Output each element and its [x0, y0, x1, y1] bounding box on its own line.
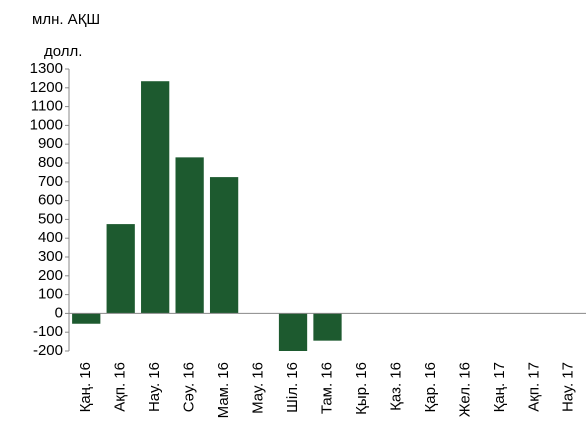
x-tick-label: Қыр. 16	[353, 362, 370, 415]
bar	[209, 177, 239, 314]
x-tick-label: Қаң. 17	[491, 362, 508, 412]
x-tick-label: Қаң. 16	[77, 362, 94, 412]
y-tick-label: 800	[38, 154, 63, 171]
y-tick-label: 200	[38, 267, 63, 284]
x-tick-label: Мау. 16	[250, 362, 267, 414]
y-tick-label: 100	[38, 286, 63, 303]
x-tick-label: Жел. 16	[456, 362, 473, 417]
x-tick-label: Сәу. 16	[181, 362, 198, 412]
bar	[278, 313, 308, 351]
x-tick-label: Мам. 16	[215, 362, 232, 418]
y-tick-label: 900	[38, 135, 63, 152]
y-tick-label: 1000	[30, 116, 63, 133]
bar	[175, 157, 204, 314]
x-tick-label: Нау. 16	[146, 362, 163, 412]
y-axis-label: долл.	[44, 43, 82, 60]
bar	[106, 224, 135, 314]
x-tick-label: Қар. 16	[422, 362, 439, 412]
y-tick-label: 400	[38, 229, 63, 246]
x-tick-label: Ақп. 16	[112, 362, 129, 412]
bar	[313, 313, 342, 341]
y-tick-label: 700	[38, 173, 63, 190]
bar	[72, 313, 101, 324]
bar	[141, 81, 170, 314]
y-tick-label: 600	[38, 192, 63, 209]
y-axis-label: млн. АҚШ	[32, 11, 100, 28]
x-tick-label: Қаз. 16	[387, 362, 404, 411]
x-tick-label: Шіл. 16	[284, 362, 301, 413]
y-tick-label: -200	[33, 342, 63, 359]
y-tick-label: 1100	[31, 98, 63, 115]
x-tick-label: Там. 16	[318, 362, 335, 414]
y-tick-label: 300	[38, 248, 63, 265]
x-tick-label: Нау. 17	[560, 362, 577, 412]
y-tick-label: -100	[33, 323, 63, 340]
y-tick-label: 0	[55, 304, 63, 321]
x-tick-label: Ақп. 17	[525, 362, 542, 412]
y-tick-label: 1200	[30, 79, 63, 96]
y-tick-label: 500	[38, 210, 63, 227]
y-tick-label: 1300	[30, 60, 63, 77]
